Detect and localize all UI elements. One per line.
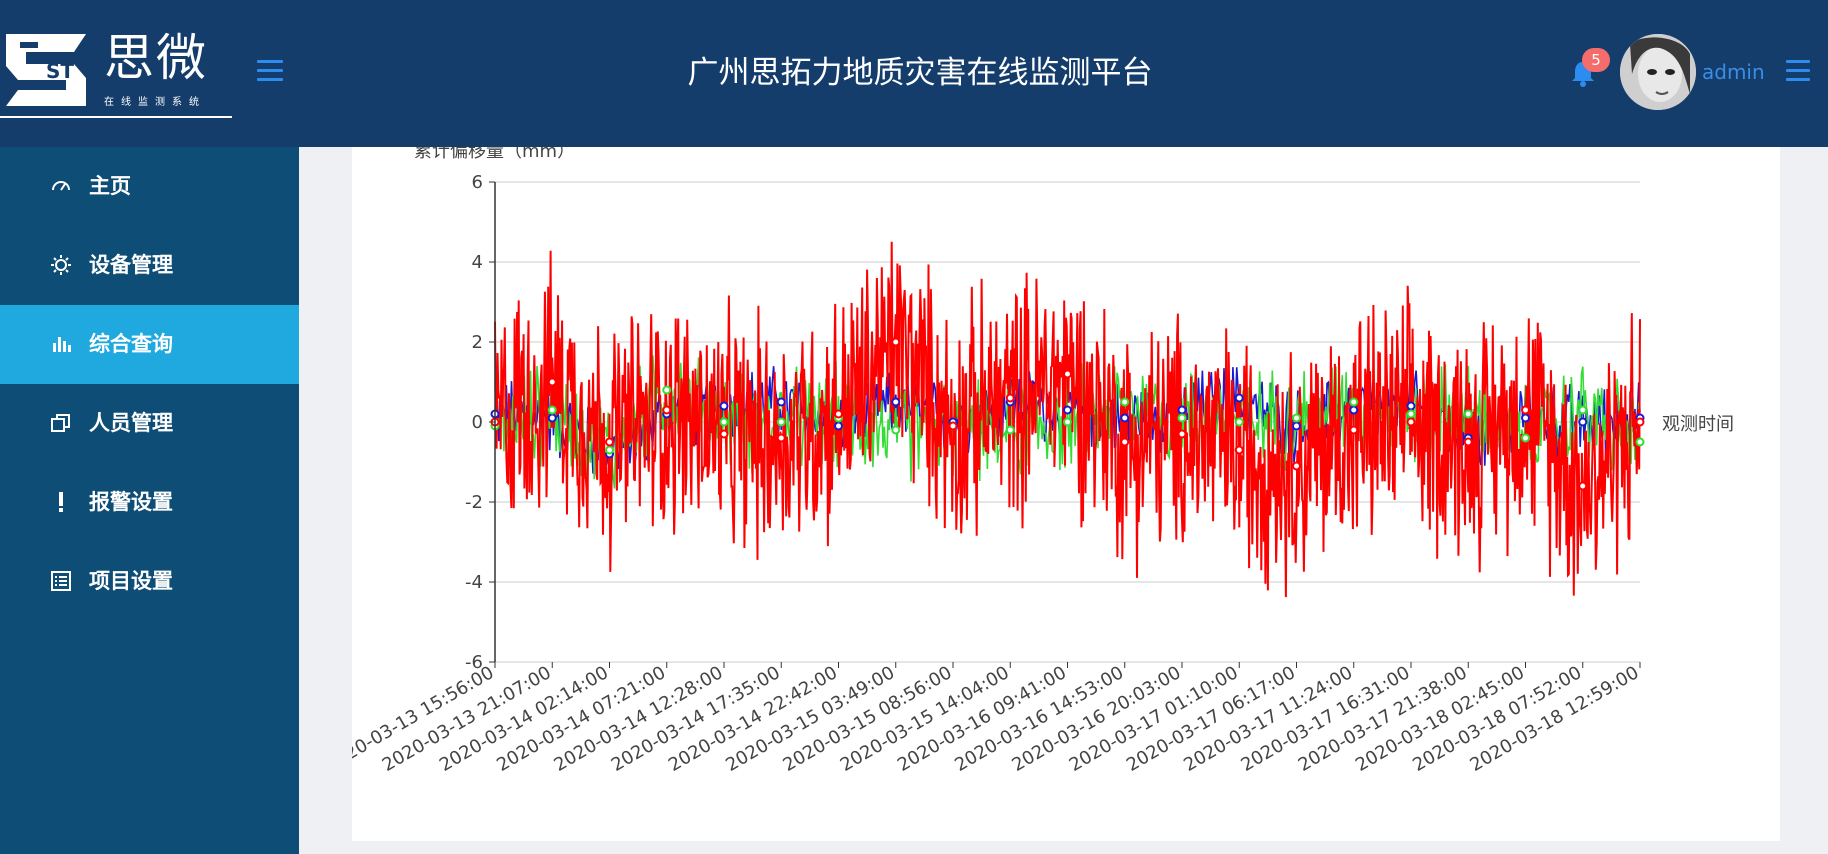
sidebar-item-home[interactable]: 主页 <box>0 147 299 226</box>
data-point <box>1234 393 1244 403</box>
notification-badge: 5 <box>1582 48 1610 72</box>
data-point <box>891 425 901 435</box>
data-point <box>1005 425 1015 435</box>
sidebar-item-project[interactable]: 项目设置 <box>0 542 299 621</box>
y-tick-label: -4 <box>465 572 483 593</box>
dashboard-icon <box>52 181 70 191</box>
data-point <box>1578 417 1588 427</box>
header-bar: ST 思微 在线监测系统 广州思拓力地质灾害在线监测平台 5 admin <box>0 0 1828 147</box>
logo-subtitle: 在线监测系统 <box>104 97 206 108</box>
y-axis-label: 累计偏移量（mm） <box>414 147 575 162</box>
list-icon <box>51 571 71 591</box>
data-point <box>1063 369 1072 379</box>
logo: ST 思微 在线监测系统 <box>0 0 232 118</box>
data-point <box>1635 417 1645 427</box>
data-point <box>1234 445 1244 455</box>
sidebar-item-label: 综合查询 <box>89 332 173 356</box>
data-point <box>891 337 901 347</box>
data-point <box>1234 417 1244 427</box>
data-point <box>948 421 958 431</box>
sidebar-item-label: 设备管理 <box>89 253 173 277</box>
data-point <box>1292 413 1301 423</box>
data-point <box>776 417 786 427</box>
data-point <box>1005 393 1015 403</box>
data-point <box>1635 437 1645 447</box>
data-point <box>547 405 557 415</box>
data-point <box>1349 405 1359 415</box>
data-point <box>834 421 843 431</box>
data-point <box>1292 421 1301 431</box>
data-point <box>1120 397 1130 407</box>
data-point <box>1177 429 1187 439</box>
sidebar-item-label: 报警设置 <box>89 490 173 514</box>
data-point <box>1349 425 1359 435</box>
data-point <box>1177 405 1187 415</box>
logo-text: 思微 <box>104 29 208 87</box>
data-point <box>1521 433 1530 443</box>
data-point <box>547 377 557 387</box>
gear-icon <box>51 255 71 275</box>
app-title: 广州思拓力地质灾害在线监测平台 <box>687 55 1153 91</box>
data-point <box>1521 405 1530 415</box>
data-point <box>605 445 614 455</box>
bar-chart-icon <box>53 337 71 352</box>
data-point <box>1521 413 1530 423</box>
y-tick-label: 0 <box>472 412 483 433</box>
data-point <box>1463 409 1473 419</box>
y-tick-label: 4 <box>472 252 483 273</box>
data-point <box>605 437 614 447</box>
data-point <box>662 405 672 415</box>
data-point <box>776 433 786 443</box>
avatar[interactable] <box>1620 34 1696 110</box>
sidebar-item-devices[interactable]: 设备管理 <box>0 226 299 305</box>
data-point <box>662 385 672 395</box>
data-point <box>1578 481 1588 491</box>
y-tick-label: -2 <box>465 492 483 513</box>
data-point <box>1406 417 1416 427</box>
data-point <box>1349 397 1359 407</box>
data-point <box>719 401 729 411</box>
data-point <box>834 409 843 419</box>
username-link[interactable]: admin <box>1702 60 1765 84</box>
data-point <box>1063 405 1072 415</box>
data-point <box>1463 437 1473 447</box>
y-tick-label: 6 <box>472 172 483 193</box>
chart-panel <box>352 147 1780 841</box>
sidebar-item-alarm[interactable]: 报警设置 <box>0 463 299 542</box>
sidebar-item-label: 主页 <box>89 174 131 198</box>
data-point <box>776 397 786 407</box>
data-point <box>1292 461 1301 471</box>
sidebar-item-personnel[interactable]: 人员管理 <box>0 384 299 463</box>
data-point <box>891 397 901 407</box>
data-point <box>1406 409 1416 419</box>
sidebar-toggle-menu-icon[interactable] <box>257 60 283 82</box>
y-tick-label: -6 <box>465 652 483 673</box>
logo-mark: ST <box>46 59 74 83</box>
user-menu-icon[interactable] <box>1786 60 1810 82</box>
sidebar: 主页 设备管理 综合查询 人员管理 <box>0 147 299 854</box>
chart-series <box>490 241 1645 598</box>
data-point <box>1406 401 1416 411</box>
exclamation-icon <box>59 492 63 512</box>
data-point <box>719 417 729 427</box>
data-point <box>1063 417 1072 427</box>
sidebar-item-label: 项目设置 <box>89 569 173 593</box>
data-point <box>547 413 557 423</box>
sidebar-item-query[interactable]: 综合查询 <box>0 305 299 384</box>
copy-icon <box>51 414 70 432</box>
y-tick-label: 2 <box>472 332 483 353</box>
data-point <box>1120 413 1130 423</box>
x-axis-label: 观测时间 <box>1662 414 1734 435</box>
data-point <box>1120 437 1130 447</box>
data-point <box>1578 405 1588 415</box>
sidebar-item-label: 人员管理 <box>89 411 173 435</box>
data-point <box>1177 413 1187 423</box>
data-point <box>719 429 729 439</box>
